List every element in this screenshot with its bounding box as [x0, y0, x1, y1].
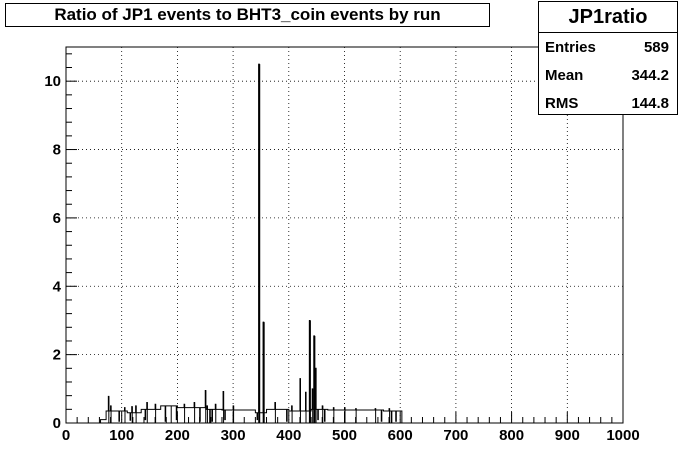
x-tick-label: 100 — [109, 427, 134, 444]
x-tick-label: 800 — [499, 427, 524, 444]
y-tick-label: 8 — [53, 142, 61, 159]
y-tick-label: 0 — [53, 415, 61, 432]
stats-row-entries: Entries 589 — [539, 33, 677, 61]
chart-title: Ratio of JP1 events to BHT3_coin events … — [5, 3, 490, 27]
stats-box: JP1ratio Entries 589 Mean 344.2 RMS 144.… — [538, 1, 678, 115]
grid-lines — [66, 47, 623, 423]
y-tick-label: 6 — [53, 210, 61, 227]
axes: 0 100 200 300 400 500 600 700 800 900 1000 0 2 4 6 8 10 — [44, 53, 640, 444]
y-tick-label: 4 — [53, 278, 62, 295]
stats-value: 144.8 — [631, 94, 669, 112]
y-tick-label: 2 — [53, 347, 61, 364]
x-tick-label: 700 — [443, 427, 468, 444]
x-tick-label: 400 — [276, 427, 301, 444]
stats-row-mean: Mean 344.2 — [539, 61, 677, 89]
stats-value: 589 — [643, 38, 669, 56]
x-tick-label: 500 — [332, 427, 357, 444]
stats-histogram-name: JP1ratio — [539, 2, 677, 33]
stats-value: 344.2 — [631, 66, 669, 84]
x-tick-label: 600 — [388, 427, 413, 444]
x-tick-label: 1000 — [606, 427, 639, 444]
stats-label: RMS — [545, 94, 579, 112]
x-tick-label: 0 — [62, 427, 70, 444]
x-tick-label: 300 — [221, 427, 246, 444]
y-tick-label: 10 — [44, 73, 61, 90]
stats-label: Entries — [545, 38, 596, 56]
x-tick-label: 900 — [555, 427, 580, 444]
x-tick-label: 200 — [165, 427, 190, 444]
stats-row-rms: RMS 144.8 — [539, 89, 677, 117]
stats-label: Mean — [545, 66, 584, 84]
